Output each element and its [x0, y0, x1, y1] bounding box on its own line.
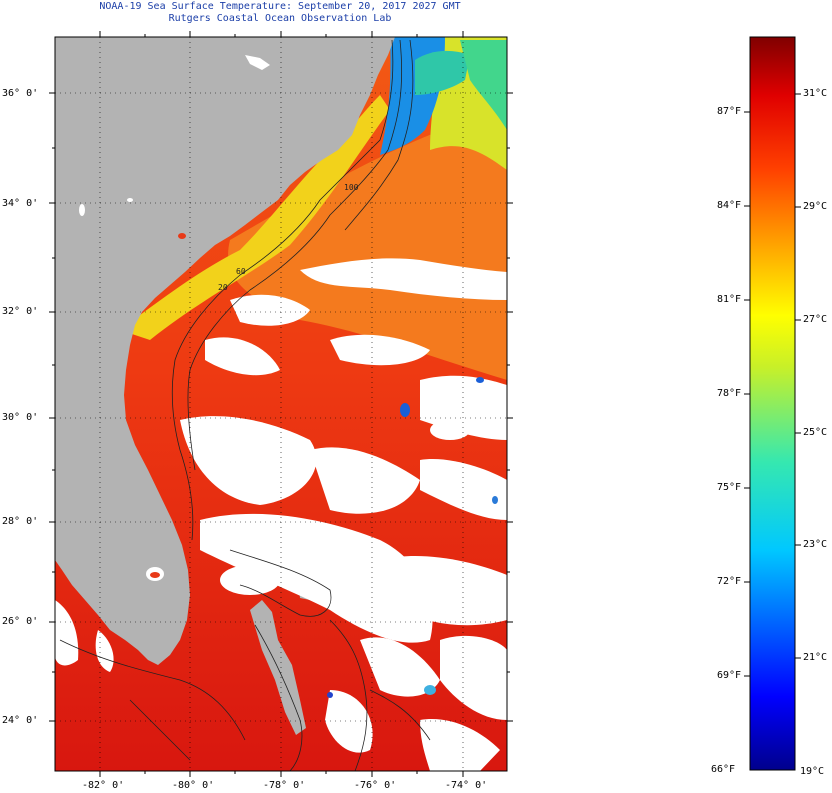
lon-label: -82° 0'	[82, 780, 125, 791]
lat-label: 28° 0'	[2, 516, 39, 527]
map-frame	[55, 37, 507, 771]
lon-label: -80° 0'	[172, 780, 215, 791]
lon-label: -76° 0'	[354, 780, 397, 791]
lat-label: 26° 0'	[2, 616, 39, 627]
celsius-label: 19°C	[800, 766, 825, 777]
fahrenheit-label: 84°F	[717, 200, 742, 211]
lon-label: -74° 0'	[445, 780, 488, 791]
contour-label: 20	[218, 283, 228, 292]
fahrenheit-label: 78°F	[717, 388, 742, 399]
fahrenheit-label: 75°F	[717, 482, 742, 493]
map-title: NOAA-19 Sea Surface Temperature: Septemb…	[99, 1, 461, 12]
colorbar-ticks	[744, 93, 801, 677]
fahrenheit-label: 66°F	[711, 764, 736, 775]
lat-label: 30° 0'	[2, 412, 39, 423]
graticule	[55, 37, 507, 771]
fahrenheit-label: 81°F	[717, 294, 742, 305]
shelf-water	[120, 95, 390, 340]
cloud-cover	[55, 258, 507, 771]
lake-okeechobee	[150, 572, 160, 578]
lat-label: 32° 0'	[2, 306, 39, 317]
contour-labels: 20 60 100	[218, 183, 359, 292]
contour-label: 100	[344, 183, 359, 192]
celsius-label: 29°C	[803, 201, 828, 212]
axis-ticks	[49, 31, 513, 777]
green-water	[460, 40, 507, 130]
cold-water-edge	[415, 50, 470, 95]
celsius-label: 21°C	[803, 652, 828, 663]
celsius-label: 27°C	[803, 314, 828, 325]
map-subtitle: Rutgers Coastal Ocean Observation Lab	[168, 13, 392, 24]
lakes	[79, 55, 270, 581]
celsius-label: 31°C	[803, 88, 828, 99]
land-area	[55, 37, 395, 665]
celsius-label: 23°C	[803, 539, 828, 550]
celsius-label: 25°C	[803, 427, 828, 438]
colorbar-gradient	[749, 36, 796, 771]
contour-label: 60	[236, 267, 246, 276]
fahrenheit-label: 87°F	[717, 106, 742, 117]
inland-warm-lake	[178, 233, 186, 239]
fahrenheit-label: 69°F	[717, 670, 742, 681]
fahrenheit-label: 72°F	[717, 576, 742, 587]
lat-label: 24° 0'	[2, 715, 39, 726]
lon-label: -78° 0'	[263, 780, 306, 791]
lat-label: 36° 0'	[2, 88, 39, 99]
cold-speckles	[327, 377, 498, 698]
bathymetry-contours	[59, 39, 431, 771]
lat-label: 34° 0'	[2, 198, 39, 209]
minor-ticks	[52, 34, 510, 774]
